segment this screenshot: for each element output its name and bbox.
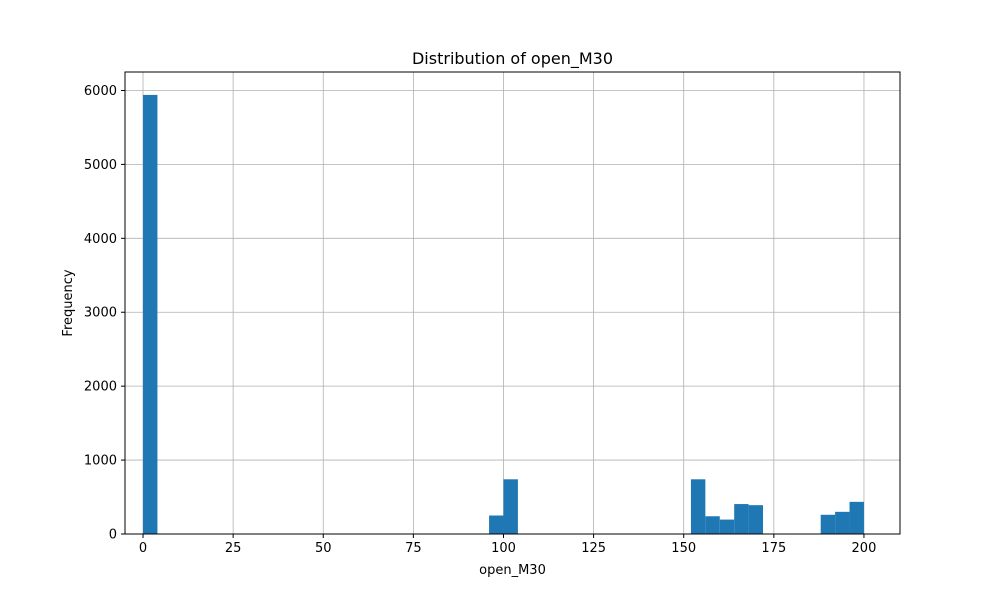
histogram-bar [748, 505, 764, 534]
y-tick-label: 3000 [84, 306, 117, 321]
x-tick-label: 150 [671, 541, 696, 556]
histogram-bar [503, 479, 518, 534]
y-tick-label: 0 [109, 528, 117, 543]
histogram-bar [820, 514, 836, 534]
x-tick-label: 25 [225, 541, 242, 556]
chart-title: Distribution of open_M30 [412, 49, 613, 69]
histogram-bar [734, 504, 749, 534]
y-tick-label: 1000 [84, 454, 117, 469]
x-axis-title: open_M30 [479, 563, 546, 578]
histogram-bar [690, 479, 706, 534]
y-tick-label: 6000 [84, 84, 117, 99]
x-tick-label: 50 [315, 541, 332, 556]
grid-lines [125, 72, 900, 535]
histogram-bar [489, 515, 504, 534]
plot-frame [124, 71, 901, 535]
y-axis: 0 1000 2000 3000 4000 5000 6000 [84, 84, 125, 543]
x-tick-label: 75 [405, 541, 422, 556]
x-axis: 0 25 50 75 100 125 150 175 200 [139, 534, 876, 556]
histogram-bar [835, 511, 850, 534]
x-tick-label: 100 [491, 541, 516, 556]
histogram-bar [143, 94, 158, 535]
x-tick-label: 0 [139, 541, 147, 556]
y-axis-title: Frequency [61, 269, 76, 336]
histogram-bar [719, 519, 735, 534]
bars [143, 94, 864, 535]
y-tick-label: 4000 [84, 232, 117, 247]
y-tick-label: 5000 [84, 158, 117, 173]
histogram-bar [849, 501, 864, 534]
histogram-bar [705, 516, 720, 534]
y-tick-label: 2000 [84, 380, 117, 395]
x-tick-label: 175 [761, 541, 786, 556]
x-tick-label: 125 [581, 541, 606, 556]
x-tick-label: 200 [852, 541, 877, 556]
